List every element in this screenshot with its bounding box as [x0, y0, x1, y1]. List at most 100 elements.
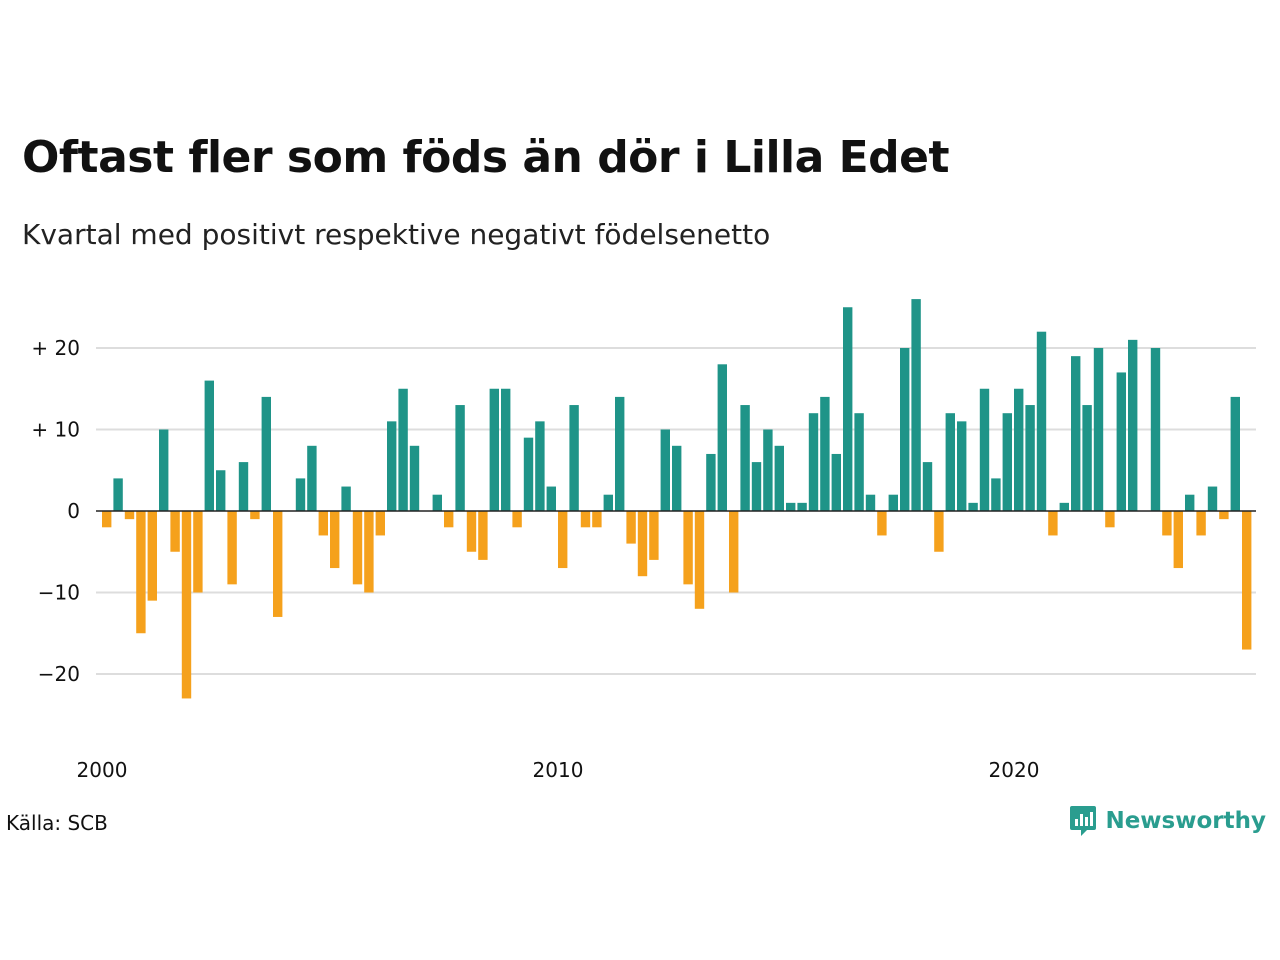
bar: 2022 Q1: -2	[1105, 511, 1115, 528]
bar: 2013 Q1: -12	[694, 511, 705, 609]
brand-name: Newsworthy	[1105, 808, 1266, 834]
x-tick-label: 2000	[77, 758, 128, 782]
bar: 2019 Q3: 4	[991, 478, 1001, 511]
bar: 2011 Q1: 2	[603, 494, 613, 511]
bar: 2013 Q3: 18	[717, 364, 727, 511]
bar: 2015 Q2: 1	[797, 502, 807, 511]
bar: 2010 Q3: -2	[580, 511, 591, 528]
bar: 2003 Q2: -1	[250, 511, 260, 520]
bar: 2003 Q3: 14	[261, 396, 271, 511]
bar: 2001 Q2: 10	[159, 429, 169, 511]
bar: 2002 Q4: -9	[227, 511, 237, 585]
bar: 2002 Q3: 5	[216, 470, 226, 511]
bar: 2008 Q1: -5	[466, 511, 477, 552]
bar: 2013 Q4: -10	[729, 511, 739, 593]
source-note: Källa: SCB	[6, 811, 108, 835]
bar: 2018 Q2: -5	[934, 511, 944, 552]
bar: 2012 Q4: -9	[683, 511, 693, 585]
bar: 2002 Q1: -10	[193, 511, 203, 593]
bar: 2021 Q1: 1	[1059, 502, 1069, 511]
y-tick-label: + 10	[31, 418, 80, 442]
bar: 2017 Q1: -3	[877, 511, 887, 536]
bar: 2016 Q4: 2	[865, 494, 876, 511]
bar: 2004 Q3: 8	[307, 445, 317, 511]
bar: 2008 Q3: 15	[489, 388, 499, 511]
bar: 2014 Q1: 13	[740, 405, 750, 511]
bar: 2006 Q4: 8	[409, 445, 420, 511]
y-tick-label: 0	[67, 499, 80, 523]
y-axis-labels: + 20 + 10 0 −10 −20	[31, 336, 80, 686]
y-tick-label: + 20	[31, 336, 80, 360]
bar: 2018 Q4: 11	[957, 421, 967, 511]
y-tick-label: −10	[38, 581, 80, 605]
x-axis-labels: 2000 2010 2020	[77, 758, 1040, 782]
bar: 2021 Q4: 20	[1093, 348, 1104, 511]
bar: 2019 Q1: 1	[968, 502, 978, 511]
bar: 2019 Q4: 12	[1002, 413, 1012, 511]
bar: 2024 Q2: 3	[1207, 486, 1218, 511]
bar: 2004 Q2: 4	[295, 478, 306, 511]
bar: 2007 Q3: -2	[444, 511, 454, 528]
bar: 2009 Q1: -2	[512, 511, 522, 528]
bar: 2006 Q3: 15	[398, 388, 408, 511]
bar: 2024 Q1: -3	[1196, 511, 1206, 536]
bar: 2000 Q4: -15	[136, 511, 146, 634]
brand-logo: Newsworthy	[1069, 804, 1266, 838]
bar: 2001 Q3: -5	[170, 511, 180, 552]
bar: 2003 Q1: 6	[238, 462, 249, 511]
bar: 2009 Q3: 11	[535, 421, 545, 511]
bar: 2023 Q2: -3	[1162, 511, 1172, 536]
bar: 2006 Q1: -3	[375, 511, 385, 536]
bar: 2007 Q4: 13	[455, 405, 465, 511]
bar: 2010 Q2: 13	[569, 405, 579, 511]
bar: 2014 Q2: 6	[751, 462, 762, 511]
bar: 2010 Q1: -7	[558, 511, 568, 569]
bar: 2015 Q3: 12	[808, 413, 819, 511]
bar: 2007 Q2: 2	[432, 494, 442, 511]
bar: 2024 Q3: -1	[1219, 511, 1229, 520]
bar: 2005 Q3: -9	[352, 511, 363, 585]
bar: 2011 Q4: -8	[637, 511, 648, 577]
bar: 2008 Q2: -6	[478, 511, 488, 560]
bar: 2009 Q2: 9	[523, 437, 534, 511]
chart-title: Oftast fler som föds än dör i Lilla Edet	[22, 132, 950, 183]
bar: 2004 Q4: -3	[318, 511, 328, 536]
bar: 2014 Q3: 10	[763, 429, 773, 511]
bar: 2002 Q2: 16	[204, 380, 214, 511]
bar: 2024 Q4: 14	[1230, 396, 1240, 511]
bar: 2017 Q4: 26	[911, 299, 921, 511]
bar: 2011 Q2: 14	[615, 396, 625, 511]
bar: 2005 Q2: 3	[341, 486, 351, 511]
bar: 2023 Q3: -7	[1173, 511, 1183, 569]
bar: 2001 Q1: -11	[147, 511, 157, 601]
bar: 2012 Q1: -6	[649, 511, 659, 560]
bar: 2012 Q3: 8	[672, 445, 682, 511]
bar: 2006 Q2: 11	[387, 421, 397, 511]
bars: 2000 Q1: -22000 Q2: 42000 Q3: -12000 Q4:…	[102, 299, 1252, 699]
bar: 2023 Q1: 20	[1150, 348, 1161, 511]
bar: 2011 Q3: -4	[626, 511, 636, 544]
bar: 2018 Q1: 6	[922, 462, 933, 511]
bar: 2021 Q3: 13	[1082, 405, 1092, 511]
y-tick-label: −20	[38, 662, 80, 686]
bar: 2015 Q4: 14	[820, 396, 830, 511]
bar: 2016 Q1: 7	[831, 453, 841, 511]
bar: 2009 Q4: 3	[546, 486, 556, 511]
bar: 2005 Q4: -10	[364, 511, 374, 593]
bar: 2020 Q1: 15	[1014, 388, 1024, 511]
bar: 2017 Q3: 20	[900, 348, 910, 511]
bar: 2005 Q1: -7	[330, 511, 340, 569]
bar: 2000 Q2: 4	[113, 478, 123, 511]
bar: 2023 Q4: 2	[1185, 494, 1195, 511]
bar: 2016 Q3: 12	[854, 413, 864, 511]
bar: 2001 Q4: -23	[181, 511, 192, 699]
bar: 2020 Q4: -3	[1048, 511, 1058, 536]
x-tick-label: 2010	[533, 758, 584, 782]
newsworthy-logo-icon	[1070, 806, 1097, 836]
bar: 2021 Q2: 19	[1071, 356, 1081, 511]
bar: 2013 Q2: 7	[706, 453, 716, 511]
chart-subtitle: Kvartal med positivt respektive negativt…	[22, 218, 771, 251]
bar: 2016 Q2: 25	[843, 307, 853, 511]
bar: 2022 Q2: 17	[1116, 372, 1126, 511]
bar: 2012 Q2: 10	[660, 429, 670, 511]
